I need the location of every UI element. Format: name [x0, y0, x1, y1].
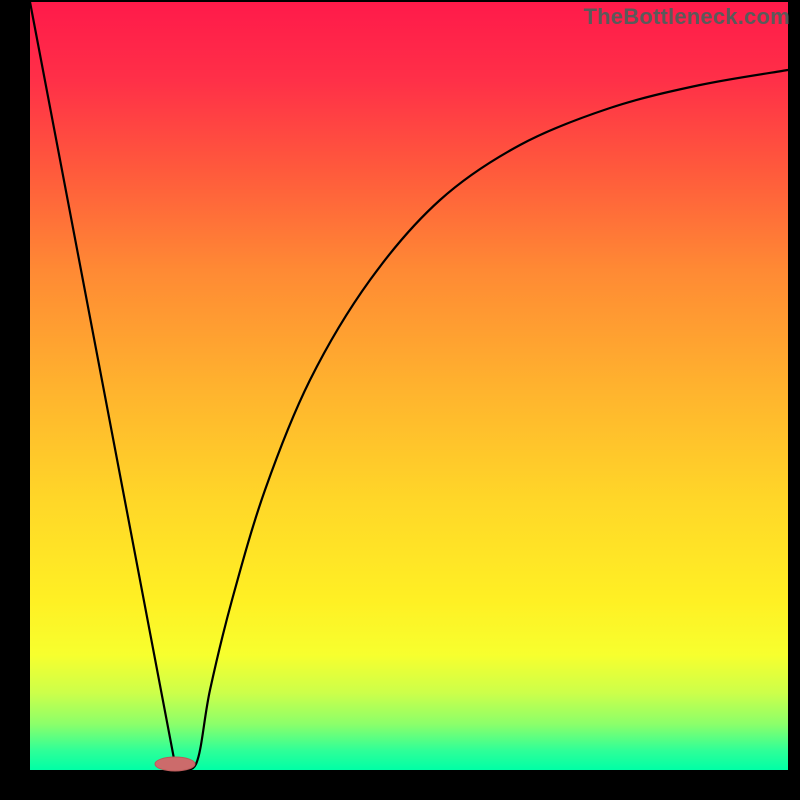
optimum-marker [153, 755, 197, 773]
curve-layer [0, 0, 800, 800]
bottleneck-chart: TheBottleneck.com [0, 0, 800, 800]
watermark-text: TheBottleneck.com [584, 4, 790, 30]
